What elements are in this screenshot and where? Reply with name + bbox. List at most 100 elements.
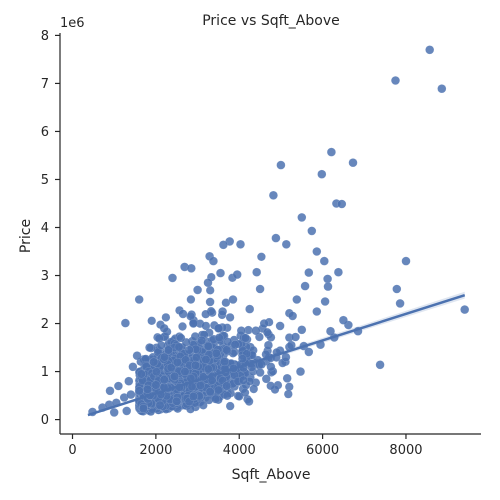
y-tick-label: 4 [41, 221, 49, 236]
data-point [284, 382, 294, 392]
data-point [218, 240, 228, 250]
data-point [320, 297, 330, 307]
data-point [240, 388, 250, 397]
data-point [251, 326, 261, 336]
data-point [333, 267, 343, 277]
data-point [134, 295, 144, 305]
y-ticks: 0 1 2 3 4 5 6 7 8 [41, 29, 60, 428]
data-point [126, 390, 136, 400]
data-point [211, 348, 221, 358]
data-point [395, 298, 405, 308]
data-point [166, 363, 176, 373]
data-point [132, 351, 142, 361]
data-point [348, 158, 358, 168]
regression-layer [87, 291, 466, 417]
data-point [178, 309, 188, 319]
data-point [188, 319, 198, 329]
x-tick-label: 0 [68, 443, 76, 458]
y-tick-label: 7 [41, 77, 49, 92]
data-point [225, 312, 235, 322]
data-point [186, 295, 196, 304]
data-point [326, 147, 336, 157]
data-point [218, 307, 228, 317]
x-ticks: 0 2000 4000 6000 8000 [68, 434, 423, 458]
data-point [323, 282, 333, 292]
data-point [222, 381, 232, 391]
data-point [283, 389, 293, 399]
data-point [151, 380, 161, 390]
data-point [225, 401, 235, 411]
data-point [312, 246, 322, 256]
data-point [201, 321, 211, 331]
data-point [211, 394, 221, 404]
data-point [221, 298, 231, 308]
data-point [190, 360, 200, 370]
y-tick-label: 6 [41, 125, 49, 140]
y-tick-label: 0 [41, 413, 49, 428]
data-point [401, 256, 411, 266]
data-point [151, 367, 161, 377]
data-point [297, 325, 307, 335]
data-point [163, 345, 173, 355]
data-point [138, 404, 148, 414]
data-point [154, 333, 164, 343]
data-point [235, 239, 245, 249]
data-point [249, 384, 259, 394]
data-point [178, 322, 187, 331]
x-axis-label: Sqft_Above [232, 467, 311, 483]
y-tick-label: 8 [41, 29, 49, 44]
data-point [145, 343, 155, 353]
data-point [252, 267, 262, 277]
data-point [307, 226, 317, 236]
data-point [184, 345, 194, 355]
data-point [155, 400, 165, 410]
data-point [255, 284, 265, 294]
data-point [392, 284, 402, 294]
data-point [167, 273, 177, 283]
data-point [263, 340, 273, 350]
data-point [113, 381, 123, 391]
data-point [266, 362, 276, 372]
data-point [208, 256, 218, 266]
data-point [460, 305, 470, 315]
data-point [275, 321, 285, 331]
data-point [240, 333, 250, 343]
data-point [128, 362, 138, 372]
data-point [391, 75, 401, 85]
data-point [170, 371, 180, 381]
data-point [159, 375, 169, 385]
data-point [266, 381, 276, 391]
data-point [300, 281, 310, 291]
data-point [160, 352, 169, 362]
data-point [271, 233, 281, 243]
data-point [214, 333, 224, 343]
data-point [197, 335, 207, 345]
data-point [191, 353, 201, 362]
data-point [201, 355, 211, 365]
data-point [297, 212, 307, 222]
data-point [172, 357, 182, 367]
data-point [292, 295, 302, 305]
data-point [288, 311, 298, 321]
data-point [186, 263, 196, 273]
data-point [201, 309, 211, 319]
data-point [203, 364, 213, 374]
data-point [323, 274, 333, 284]
data-point [195, 381, 205, 390]
data-point [238, 375, 248, 385]
x-tick-label: 2000 [139, 443, 172, 458]
data-point [213, 385, 223, 395]
data-point [142, 384, 152, 394]
y-tick-label: 2 [41, 317, 49, 332]
data-point [237, 354, 247, 364]
data-point [244, 397, 254, 406]
data-point [319, 256, 329, 266]
data-point [109, 407, 119, 417]
data-point [136, 369, 146, 379]
data-point [259, 319, 269, 329]
data-point [205, 297, 215, 307]
data-point [375, 360, 385, 370]
data-point [236, 326, 246, 336]
data-point [174, 342, 184, 352]
